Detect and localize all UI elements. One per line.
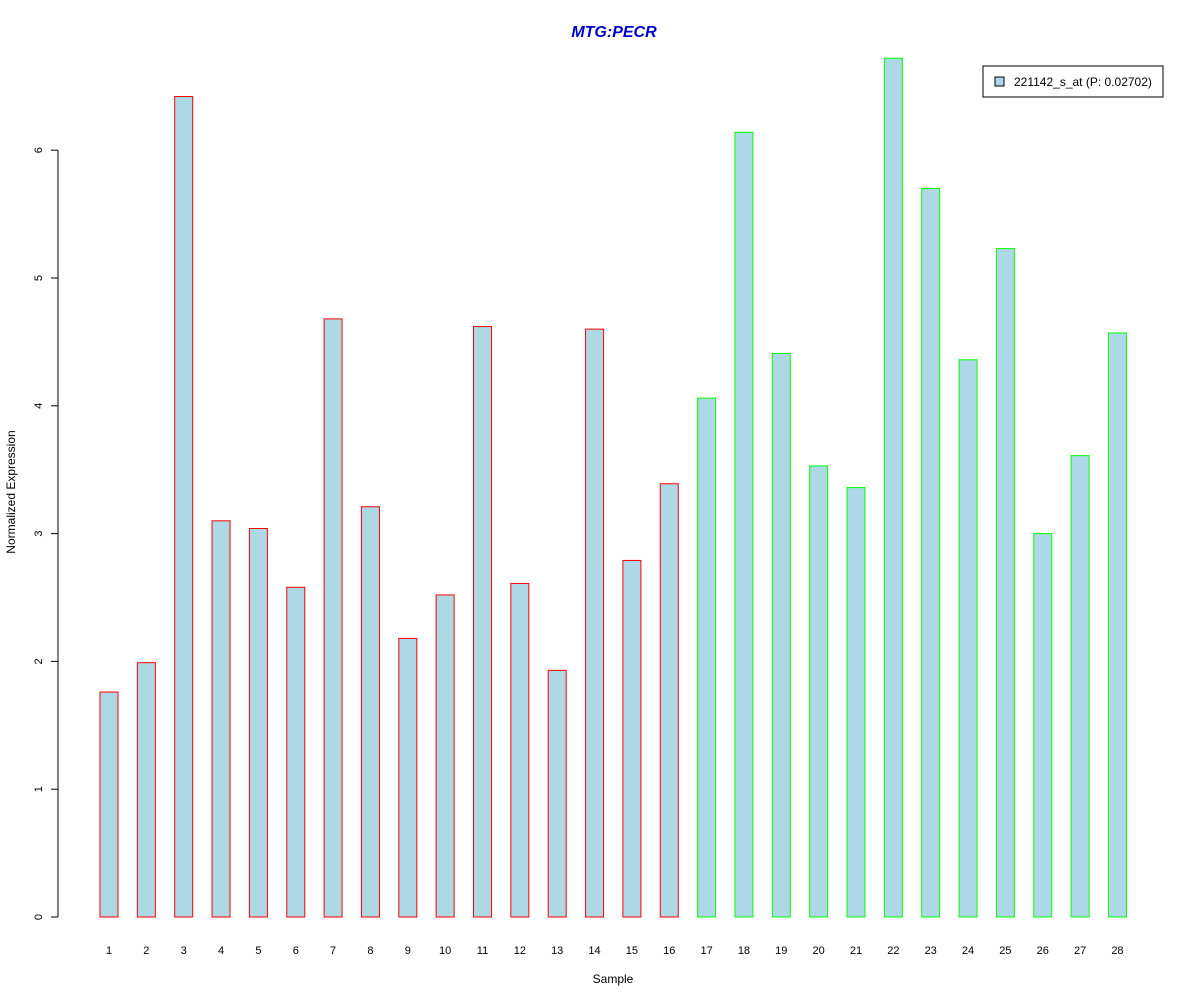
bar-sample-6 — [286, 586, 306, 918]
legend-label: 221142_s_at (P: 0.02702) — [1014, 75, 1152, 89]
legend-swatch — [994, 76, 1005, 87]
bar-sample-25 — [995, 248, 1015, 918]
x-tick-label: 13 — [551, 945, 563, 957]
bar-sample-16 — [659, 483, 679, 918]
bar-sample-9 — [398, 637, 418, 918]
bar-sample-17 — [697, 397, 717, 918]
chart-title: MTG:PECR — [571, 24, 657, 41]
x-tick-label: 3 — [181, 945, 187, 957]
bar-sample-5 — [248, 527, 268, 918]
bar-sample-11 — [473, 326, 492, 918]
x-tick-label: 21 — [850, 945, 862, 957]
x-tick-label: 28 — [1111, 945, 1123, 957]
y-tick-label: 6 — [33, 147, 45, 153]
x-tick-labels: 1 2 3 4 5 6 7 8 9 10 11 12 13 14 15 16 17 18 19 20 21 22 23 24 2… — [106, 945, 1124, 957]
legend-box — [982, 65, 1164, 98]
bar-sample-13 — [547, 669, 567, 918]
bar-sample-20 — [809, 465, 829, 918]
bar-sample-24 — [958, 359, 978, 918]
bar-sample-3 — [174, 96, 194, 918]
x-tick-label: 10 — [439, 945, 451, 957]
bars-group — [99, 57, 1127, 918]
y-tick-label: 2 — [33, 658, 45, 664]
x-tick-label: 7 — [330, 945, 336, 957]
x-tick-label: 18 — [738, 945, 750, 957]
bar-sample-2 — [136, 662, 156, 918]
x-tick-label: 20 — [813, 945, 825, 957]
x-tick-label: 11 — [477, 945, 488, 957]
bar-sample-12 — [510, 582, 530, 918]
x-tick-label: 8 — [367, 945, 373, 957]
x-tick-label: 16 — [663, 945, 675, 957]
bar-sample-21 — [846, 487, 866, 918]
x-tick-label: 15 — [626, 945, 638, 957]
x-tick-label: 22 — [887, 945, 899, 957]
x-axis-label: Sample — [593, 972, 634, 986]
x-tick-label: 6 — [293, 945, 299, 957]
x-tick-label: 12 — [514, 945, 526, 957]
x-tick-label: 23 — [925, 945, 937, 957]
bar-sample-19 — [771, 352, 791, 918]
bar-sample-28 — [1107, 332, 1127, 918]
bar-sample-14 — [585, 328, 605, 918]
y-axis-label: Normalized Expression — [4, 430, 18, 553]
bar-sample-1 — [99, 691, 119, 918]
bar-sample-8 — [360, 506, 380, 918]
x-tick-label: 25 — [999, 945, 1011, 957]
bar-sample-15 — [622, 559, 642, 918]
y-tick-label: 0 — [33, 914, 45, 920]
y-axis: 0 1 2 3 4 5 6 — [33, 147, 59, 920]
x-tick-label: 24 — [962, 945, 974, 957]
y-tick-label: 1 — [33, 786, 45, 792]
x-tick-label: 4 — [218, 945, 224, 957]
bar-sample-26 — [1033, 533, 1053, 918]
x-tick-label: 26 — [1037, 945, 1049, 957]
bar-sample-27 — [1070, 455, 1090, 918]
y-tick-label: 3 — [33, 531, 45, 537]
x-tick-label: 2 — [143, 945, 149, 957]
bar-sample-7 — [323, 318, 343, 918]
x-tick-label: 19 — [775, 945, 787, 957]
x-tick-label: 9 — [405, 945, 411, 957]
x-tick-label: 5 — [255, 945, 261, 957]
x-tick-label: 14 — [588, 945, 600, 957]
bar-sample-23 — [921, 188, 941, 918]
bar-sample-10 — [435, 594, 455, 918]
legend: 221142_s_at (P: 0.02702) — [982, 65, 1164, 98]
y-tick-label: 4 — [33, 403, 45, 409]
bar-sample-22 — [883, 57, 903, 918]
y-tick-label: 5 — [33, 275, 45, 281]
x-tick-label: 17 — [700, 945, 712, 957]
x-tick-label: 27 — [1074, 945, 1086, 957]
bar-sample-18 — [734, 131, 754, 918]
x-tick-label: 1 — [106, 945, 112, 957]
bar-sample-4 — [211, 520, 231, 918]
